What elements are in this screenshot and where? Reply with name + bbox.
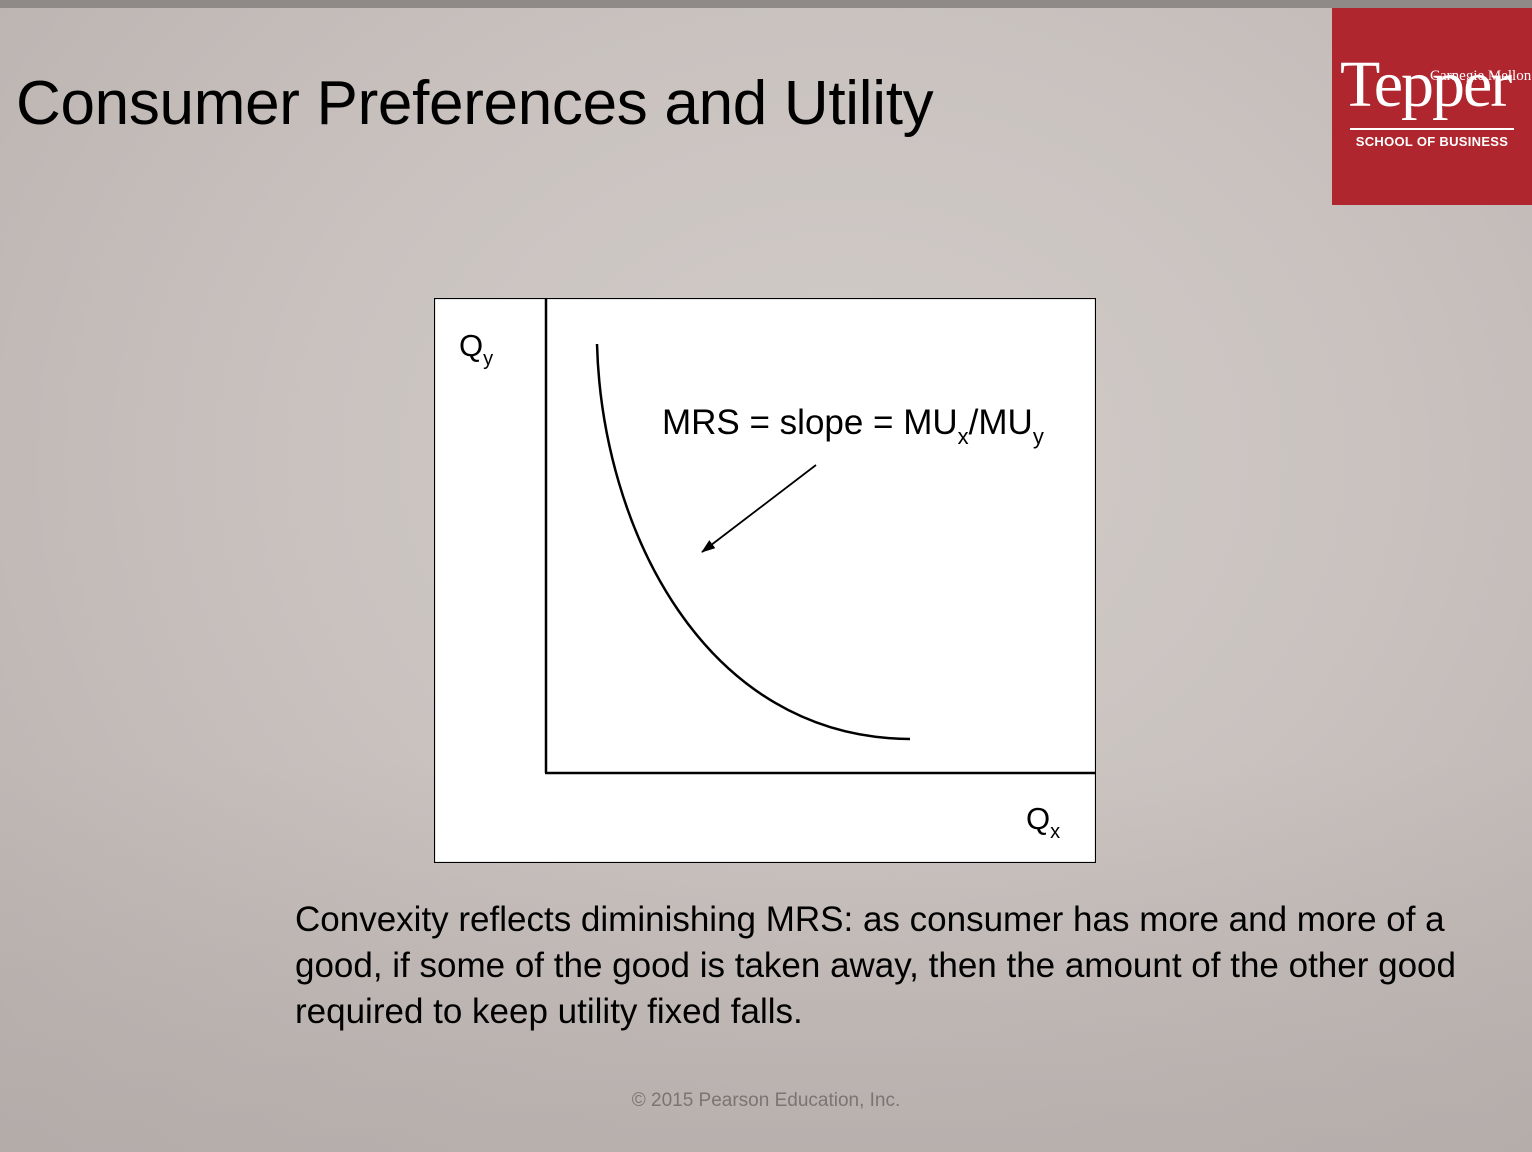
logo-rule bbox=[1350, 128, 1514, 130]
logo-name: Tepper bbox=[1340, 48, 1512, 121]
slide-title: Consumer Preferences and Utility bbox=[16, 69, 934, 138]
convexity-caption: Convexity reflects diminishing MRS: as c… bbox=[295, 900, 1456, 1031]
mrs-annotation: MRS = slope = MUx/MUy bbox=[662, 403, 1044, 449]
diagram-frame bbox=[434, 298, 1096, 863]
copyright-notice: © 2015 Pearson Education, Inc. bbox=[631, 1090, 901, 1111]
tepper-logo: Tepper Carnegie Mellon SCHOOL OF BUSINES… bbox=[1332, 8, 1532, 205]
x-axis-label: Qx bbox=[1026, 801, 1060, 843]
logo-school: SCHOOL OF BUSINESS bbox=[1355, 134, 1509, 149]
diagram-svg: Qy Qx MRS = slope = MUx/MUy bbox=[434, 298, 1096, 863]
y-axis-label: Qy bbox=[459, 328, 493, 370]
indifference-curve-diagram: Qy Qx MRS = slope = MUx/MUy bbox=[434, 298, 1096, 863]
indifference-curve bbox=[595, 343, 911, 741]
top-bar bbox=[0, 0, 1532, 8]
logo-university: Carnegie Mellon bbox=[1430, 68, 1532, 84]
slope-arrow bbox=[701, 464, 817, 553]
